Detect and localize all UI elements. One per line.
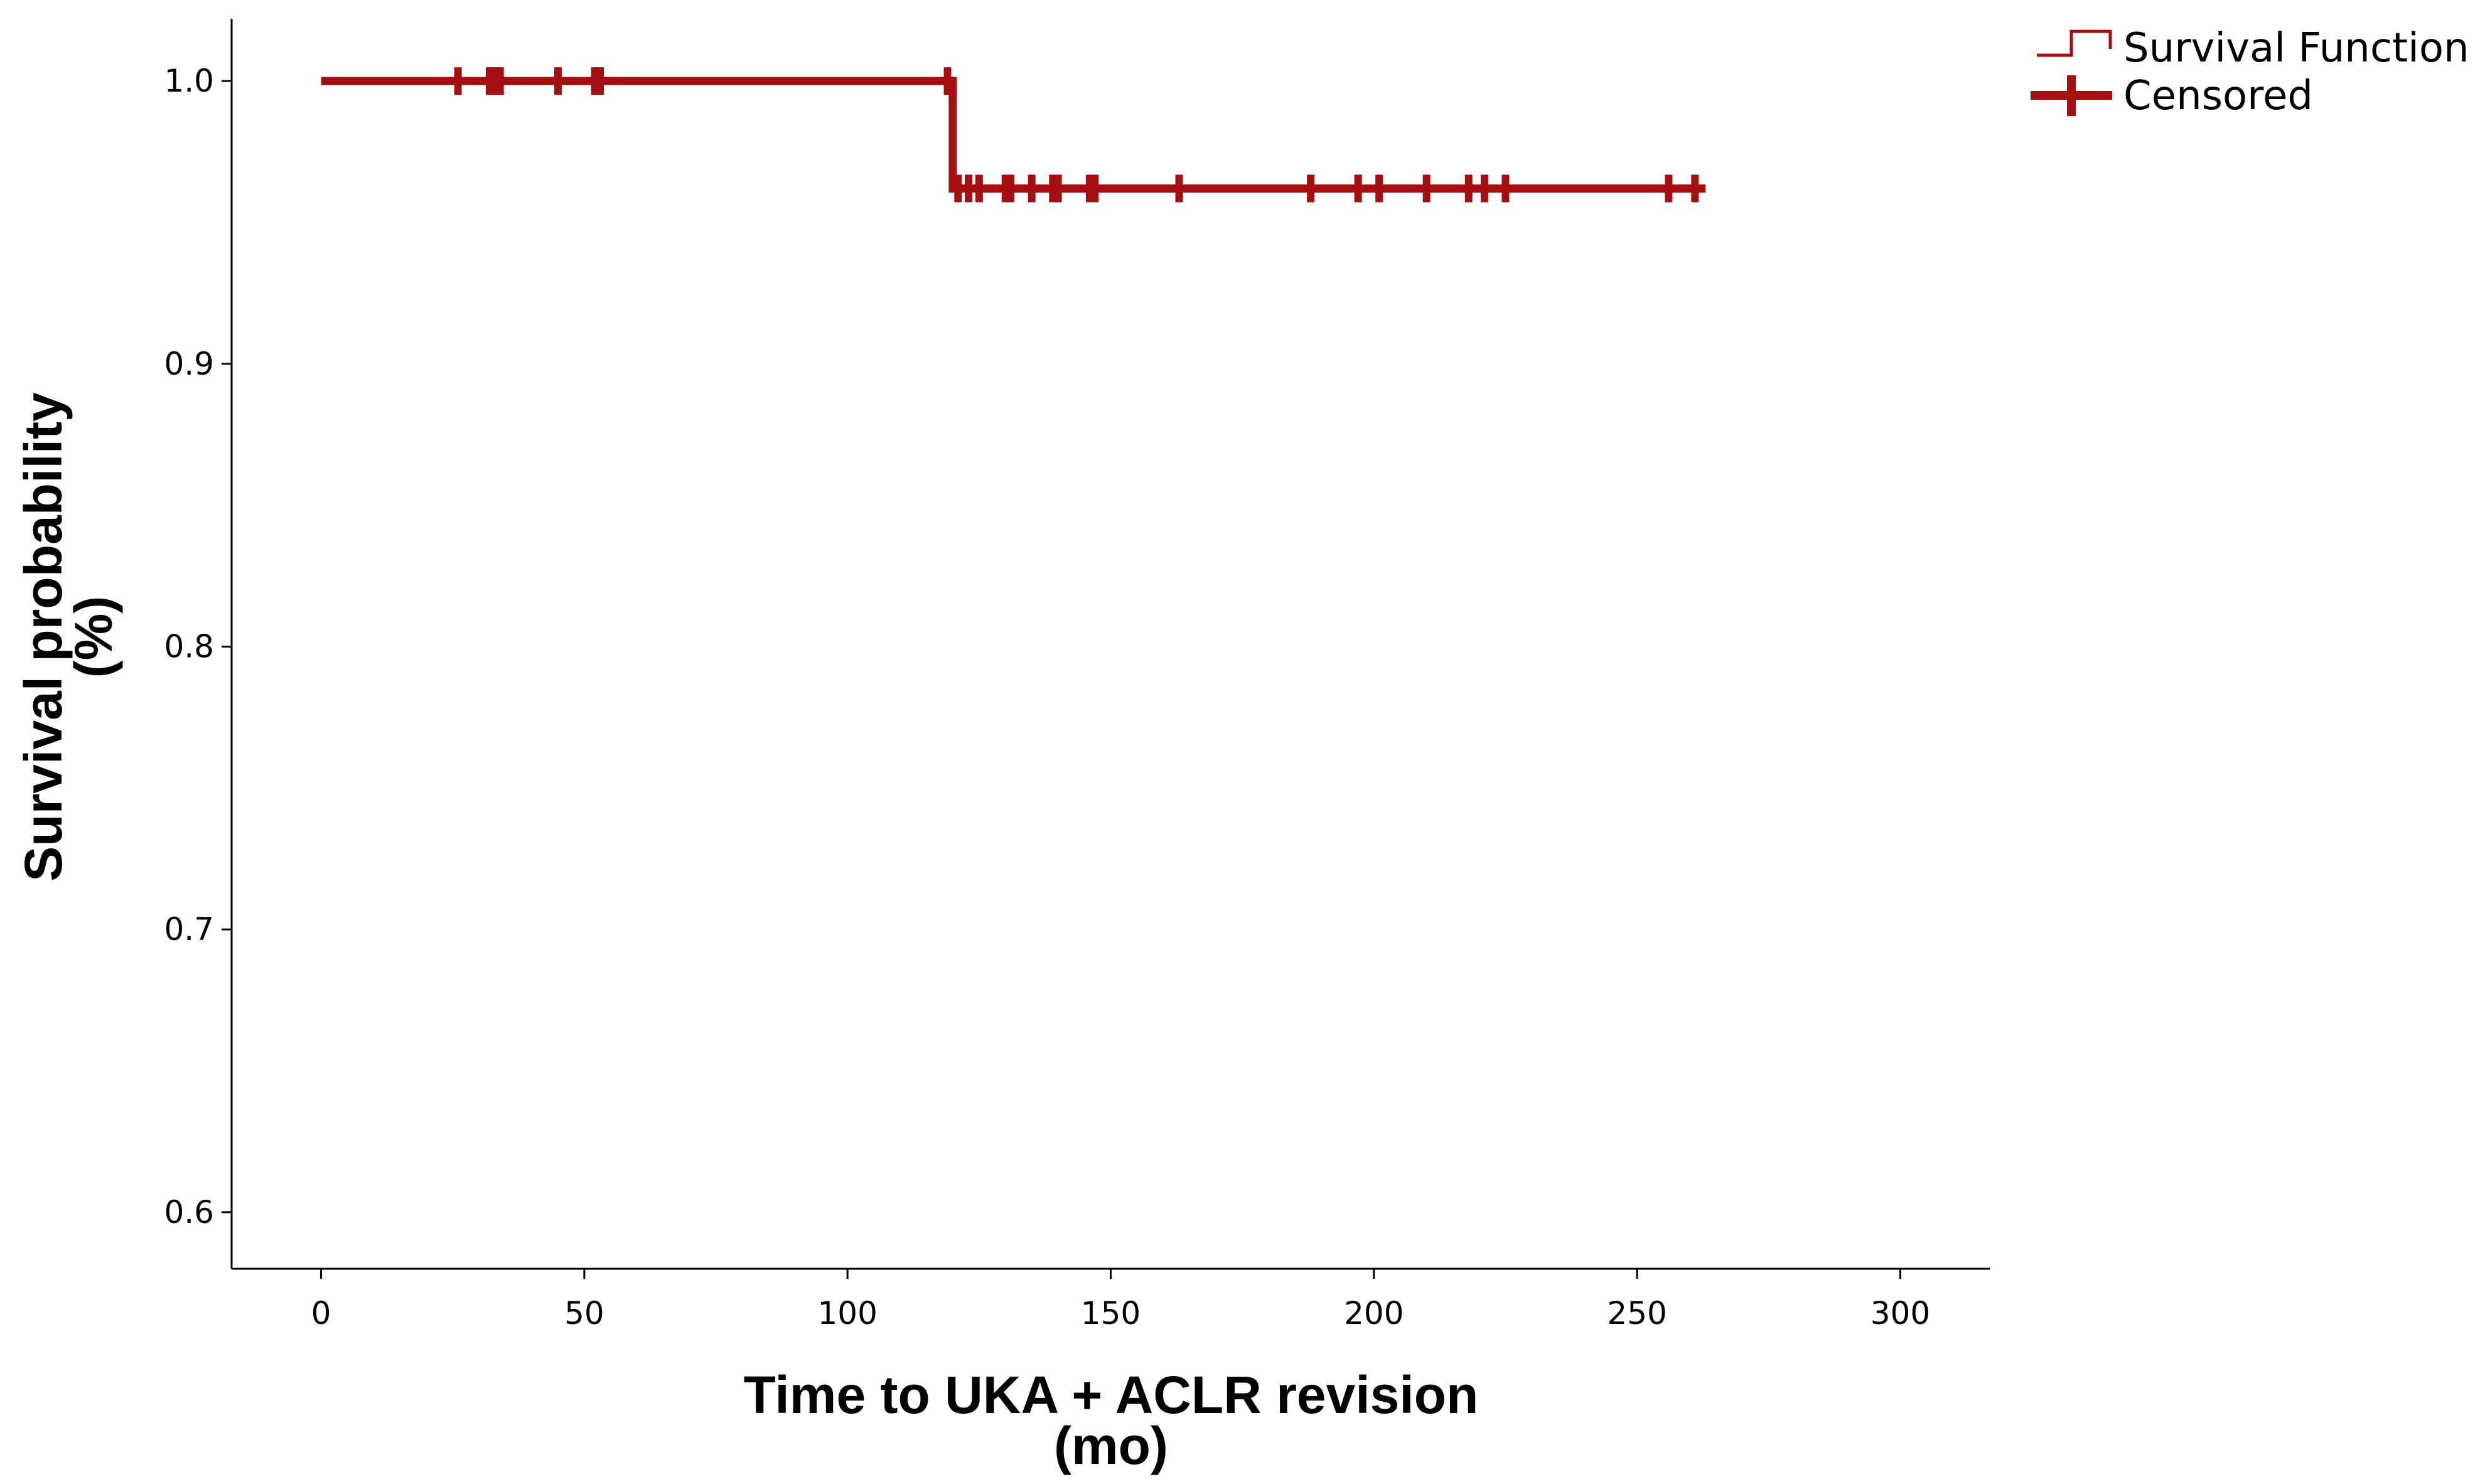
- x-tick-label: 0: [311, 1295, 331, 1332]
- y-axis-title: Survival probability: [14, 392, 73, 882]
- step-line-icon: [2037, 29, 2112, 57]
- legend-label-censored: Censored: [2123, 73, 2313, 119]
- x-tick-label: 50: [564, 1295, 604, 1332]
- legend: Survival Function Censored: [2031, 25, 2469, 119]
- y-axis-ticks: 0.6 0.7 0.8 0.9 1.0: [164, 63, 232, 1230]
- plot-area: [321, 67, 1706, 203]
- x-tick-label: 300: [1871, 1295, 1930, 1332]
- x-axis-title: Time to UKA + ACLR revision: [744, 1365, 1479, 1424]
- y-tick-label: 0.8: [164, 629, 214, 665]
- legend-label-survival: Survival Function: [2123, 25, 2469, 72]
- y-axis-unit: (%): [64, 596, 123, 678]
- x-axis-unit: (mo): [1054, 1416, 1168, 1475]
- y-tick-label: 1.0: [164, 63, 214, 99]
- y-tick-label: 0.9: [164, 346, 214, 382]
- legend-item-censored: Censored: [2031, 73, 2313, 119]
- x-tick-label: 250: [1607, 1295, 1667, 1332]
- x-axis-ticks: 0 50 100 150 200 250 300: [311, 1269, 1930, 1332]
- x-axis-title-group: Time to UKA + ACLR revision (mo): [744, 1365, 1479, 1475]
- x-tick-label: 150: [1081, 1295, 1141, 1332]
- y-axis-title-group: Survival probability (%): [14, 392, 123, 882]
- censor-plus-icon: [2031, 75, 2112, 116]
- x-tick-label: 100: [817, 1295, 877, 1332]
- survival-step-line: [321, 77, 1706, 193]
- y-tick-label: 0.7: [164, 911, 214, 948]
- legend-item-survival: Survival Function: [2037, 25, 2469, 72]
- x-tick-label: 200: [1344, 1295, 1404, 1332]
- y-tick-label: 0.6: [164, 1194, 214, 1230]
